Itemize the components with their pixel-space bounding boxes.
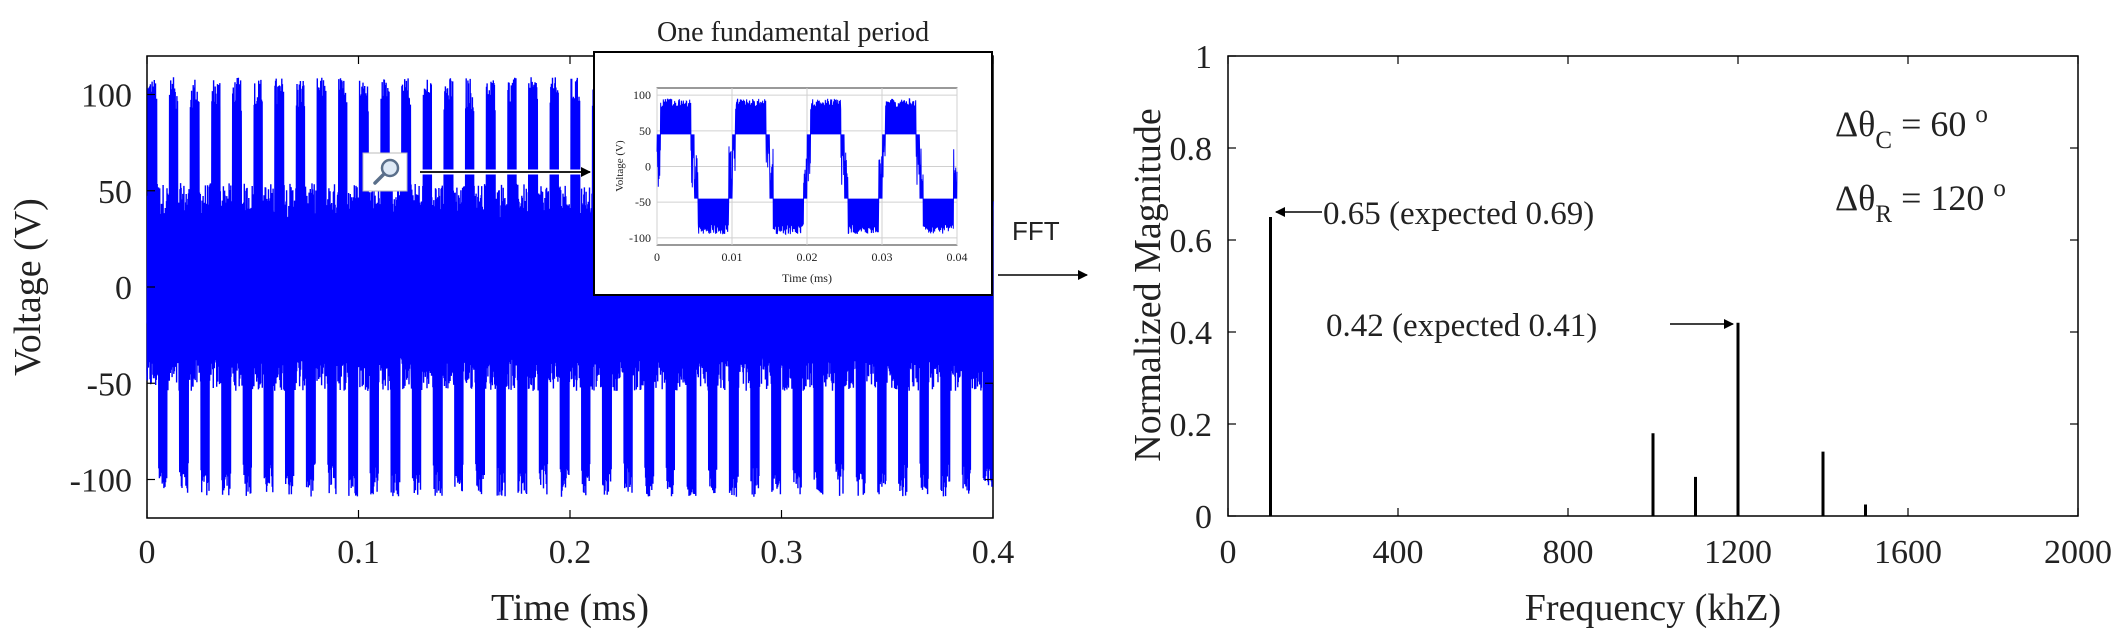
spectrum-ytick-label: 0.2 (1170, 407, 1213, 444)
time-xtick-label: 0 (139, 534, 156, 571)
spectrum-axis-ticks: 0 400 800 1200 1600 2000 0 0.2 0.4 0.6 0.8 1 (1170, 39, 2113, 571)
spectrum-xtick-label: 400 (1373, 534, 1424, 571)
annotation-peak-1: 0.65 (expected 0.69) (1323, 196, 1594, 232)
time-xtick-label: 0.4 (972, 534, 1015, 571)
spectrum-ytick-label: 0.4 (1170, 315, 1213, 352)
time-xlabel: Time (ms) (491, 587, 649, 629)
inset-ytick-label: 50 (639, 124, 651, 138)
inset-xtick-label: 0.02 (797, 250, 818, 264)
spectrum-ytick-label: 1 (1195, 39, 1212, 76)
time-xtick-label: 0.2 (549, 534, 592, 571)
spectrum-xtick-label: 800 (1543, 534, 1594, 571)
spectrum-ytick-label: 0 (1195, 499, 1212, 536)
magnifier-icon (373, 158, 400, 185)
inset-xtick-label: 0.01 (722, 250, 743, 264)
time-ytick-label: 50 (98, 174, 132, 211)
inset-xtick-label: 0 (654, 250, 660, 264)
inset-ytick-label: 100 (633, 88, 651, 102)
fft-link: FFT (998, 216, 1088, 280)
inset-xtick-label: 0.04 (947, 250, 968, 264)
time-axis-ticks: 0 0.1 0.2 0.3 0.4 100 50 0 -50 -100 (70, 56, 1015, 571)
time-xtick-label: 0.1 (337, 534, 380, 571)
spectrum-ytick-label: 0.6 (1170, 223, 1213, 260)
spectrum-xtick-label: 2000 (2044, 534, 2112, 571)
inset-zoom: One fundamental period 0 0.01 0.02 0.03 0.04… (362, 17, 993, 296)
spectrum-xtick-label: 0 (1220, 534, 1237, 571)
annotation-peak-2: 0.42 (expected 0.41) (1326, 308, 1597, 344)
inset-xtick-label: 0.03 (872, 250, 893, 264)
param-delta-theta-c: ΔθC = 60 o (1835, 101, 1988, 154)
spectrum-xtick-label: 1600 (1874, 534, 1942, 571)
inset-ytick-label: -50 (635, 195, 651, 209)
spectrum-ytick-label: 0.8 (1170, 131, 1213, 168)
time-ylabel: Voltage (V) (7, 198, 49, 376)
inset-ytick-label: 0 (645, 160, 651, 174)
spectrum-ylabel: Normalized Magnitude (1127, 108, 1169, 462)
time-ytick-label: -100 (70, 463, 132, 500)
inset-ylabel: Voltage (V) (614, 140, 626, 192)
param-delta-theta-r: ΔθR = 120 o (1835, 175, 2006, 228)
spectrum-bars (1269, 217, 1867, 516)
time-xtick-label: 0.3 (760, 534, 803, 571)
inset-ytick-label: -100 (629, 231, 651, 245)
spectrum-xtick-label: 1200 (1704, 534, 1772, 571)
spectrum-xlabel: Frequency (khZ) (1525, 587, 1781, 629)
time-ytick-label: 100 (81, 78, 132, 115)
inset-ticks: 0 0.01 0.02 0.03 0.04 100 50 0 -50 -100 (629, 88, 968, 264)
fft-label: FFT (1012, 216, 1060, 246)
inset-title: One fundamental period (657, 17, 929, 48)
inset-series-line (656, 98, 958, 236)
spectrum-chart: 0 400 800 1200 1600 2000 0 0.2 0.4 0.6 0.8 1 Normal… (1127, 39, 2112, 629)
time-ytick-label: -50 (87, 366, 132, 403)
inset-xlabel: Time (ms) (782, 271, 832, 285)
inset-waveform (656, 98, 958, 236)
time-ytick-label: 0 (115, 270, 132, 307)
